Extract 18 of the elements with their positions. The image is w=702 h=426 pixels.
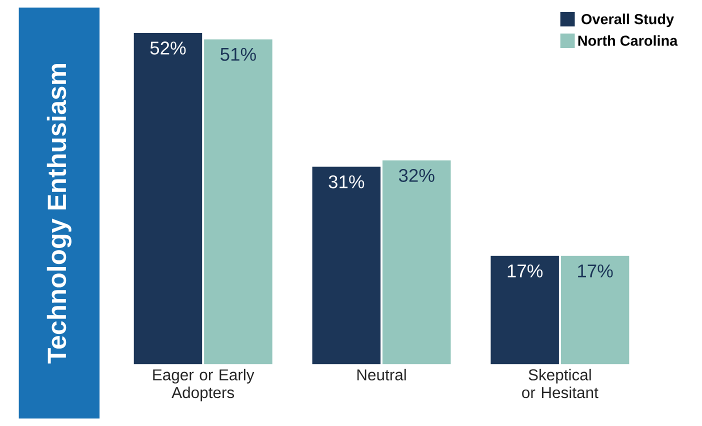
data-label: 31% — [328, 175, 364, 188]
data-label: 17% — [578, 264, 613, 278]
x-tick-label: Neutral — [357, 368, 406, 380]
x-tick-label: Skeptical or Hesitant — [522, 368, 598, 398]
y-axis-title: Technology Enthusiasm — [46, 64, 72, 364]
data-label: 51% — [220, 48, 256, 61]
data-label: 32% — [398, 168, 434, 182]
x-tick-label: Eager or Early Adopters — [153, 368, 254, 402]
bar — [382, 160, 451, 364]
bar — [490, 256, 559, 364]
legend-label: North Carolina — [578, 35, 678, 46]
bar — [560, 256, 630, 364]
data-label: 17% — [508, 264, 543, 278]
bar — [312, 166, 381, 364]
bar — [134, 32, 202, 364]
data-label: 52% — [150, 41, 186, 54]
legend-label: Overall Study — [582, 13, 674, 27]
bar — [204, 39, 272, 364]
